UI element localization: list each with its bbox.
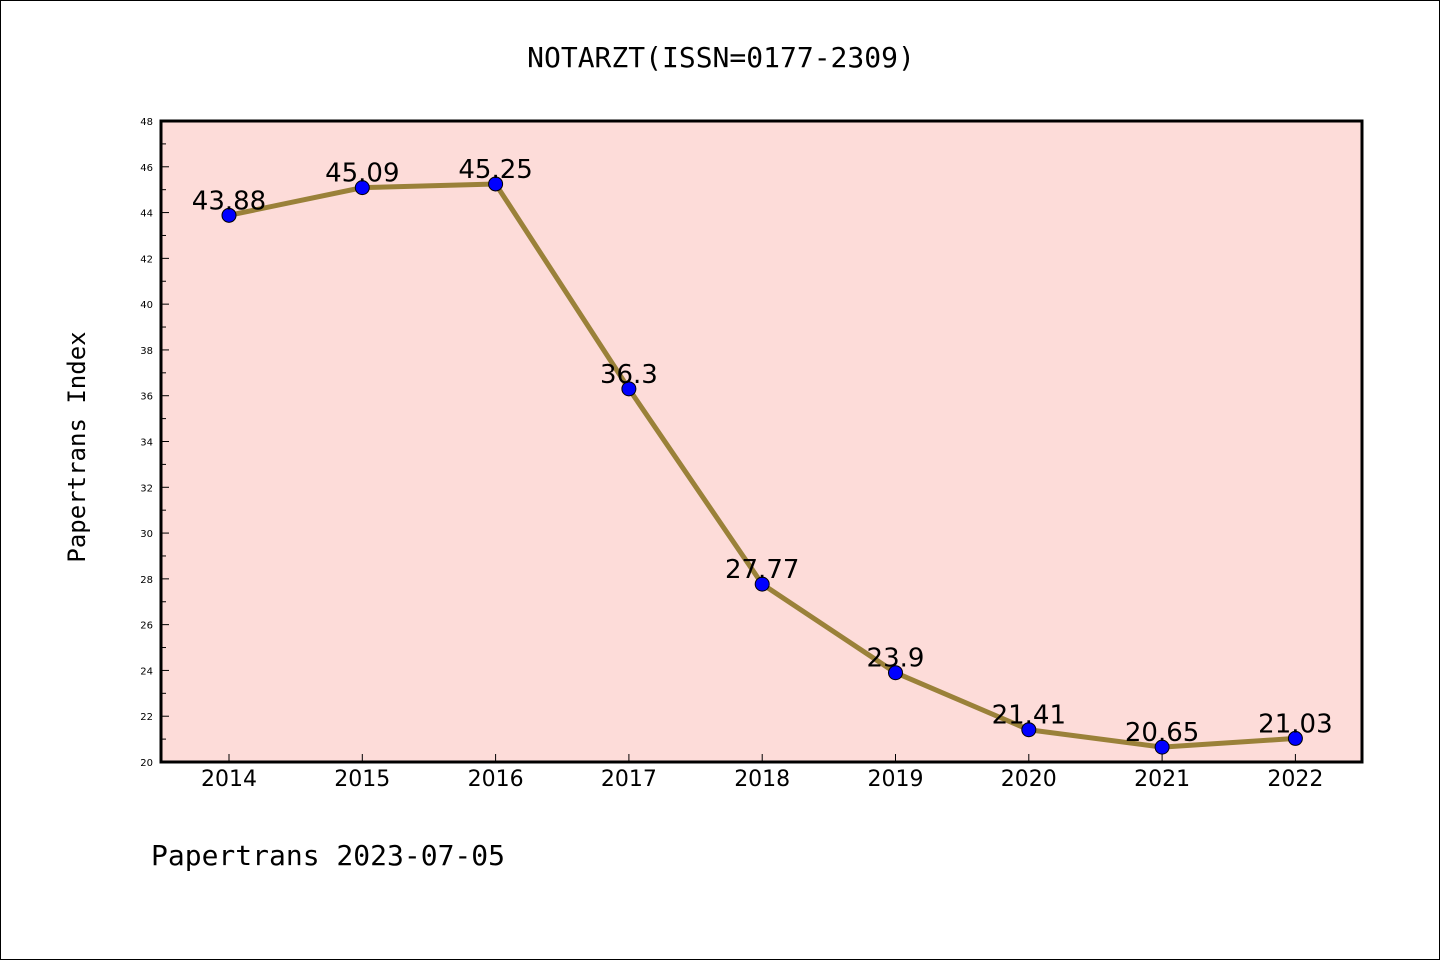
data-point [221, 207, 237, 223]
data-label: 20.65 [1125, 718, 1199, 748]
x-tick-label: 2021 [1134, 767, 1190, 792]
source-date-label: Papertrans 2023-07-05 [151, 839, 505, 872]
y-tick-label: 30 [140, 529, 153, 540]
x-axis: 2014 2015 2016 2017 2018 2019 2020 2021 2022 [201, 754, 1323, 792]
x-tick-label: 2015 [334, 767, 390, 792]
y-tick-label: 24 [140, 666, 153, 677]
y-tick-label: 44 [140, 209, 153, 220]
x-tick-label: 2019 [868, 767, 924, 792]
y-tick-label: 28 [140, 575, 153, 586]
y-tick-label: 20 [140, 758, 153, 769]
data-label: 45.25 [458, 155, 532, 185]
data-point [1287, 730, 1303, 746]
data-point [1021, 722, 1037, 738]
y-tick-label: 40 [140, 300, 153, 311]
y-tick-label: 26 [140, 621, 153, 632]
y-tick-label: 42 [140, 254, 153, 265]
data-point [754, 576, 770, 592]
x-tick-label: 2014 [201, 767, 257, 792]
data-label: 23.9 [867, 644, 925, 674]
data-point [621, 381, 637, 397]
data-point [1154, 739, 1170, 755]
data-label: 36.3 [600, 360, 658, 390]
x-tick-label: 2022 [1267, 767, 1323, 792]
data-point [488, 176, 504, 192]
y-tick-label: 38 [140, 346, 153, 357]
y-tick-label: 46 [140, 163, 153, 174]
y-tick-label: 34 [140, 438, 153, 449]
plot-area [159, 119, 1364, 764]
x-tick-label: 2018 [734, 767, 790, 792]
y-axis: 20 22 24 26 28 30 32 34 36 38 40 42 44 46 48 [140, 117, 169, 769]
data-label: 21.03 [1258, 709, 1332, 739]
y-axis-label: Papertrans Index [63, 331, 91, 562]
data-labels: 43.88 45.09 45.25 36.3 27.77 23.9 21.41 20.65 21… [192, 155, 1333, 748]
data-label: 27.77 [725, 555, 799, 585]
data-label: 45.09 [325, 159, 399, 189]
x-tick-label: 2016 [468, 767, 524, 792]
x-tick-label: 2017 [601, 767, 657, 792]
data-label: 43.88 [192, 186, 266, 216]
y-tick-label: 22 [140, 712, 153, 723]
x-tick-label: 2020 [1001, 767, 1057, 792]
data-point [888, 665, 903, 681]
y-tick-label: 48 [140, 117, 153, 128]
chart-title: NOTARZT(ISSN=0177-2309) [527, 41, 915, 74]
y-tick-label: 36 [140, 392, 153, 403]
data-point [354, 180, 370, 196]
data-label: 21.41 [992, 701, 1066, 731]
y-tick-label: 32 [140, 483, 153, 494]
data-points [221, 176, 1303, 755]
